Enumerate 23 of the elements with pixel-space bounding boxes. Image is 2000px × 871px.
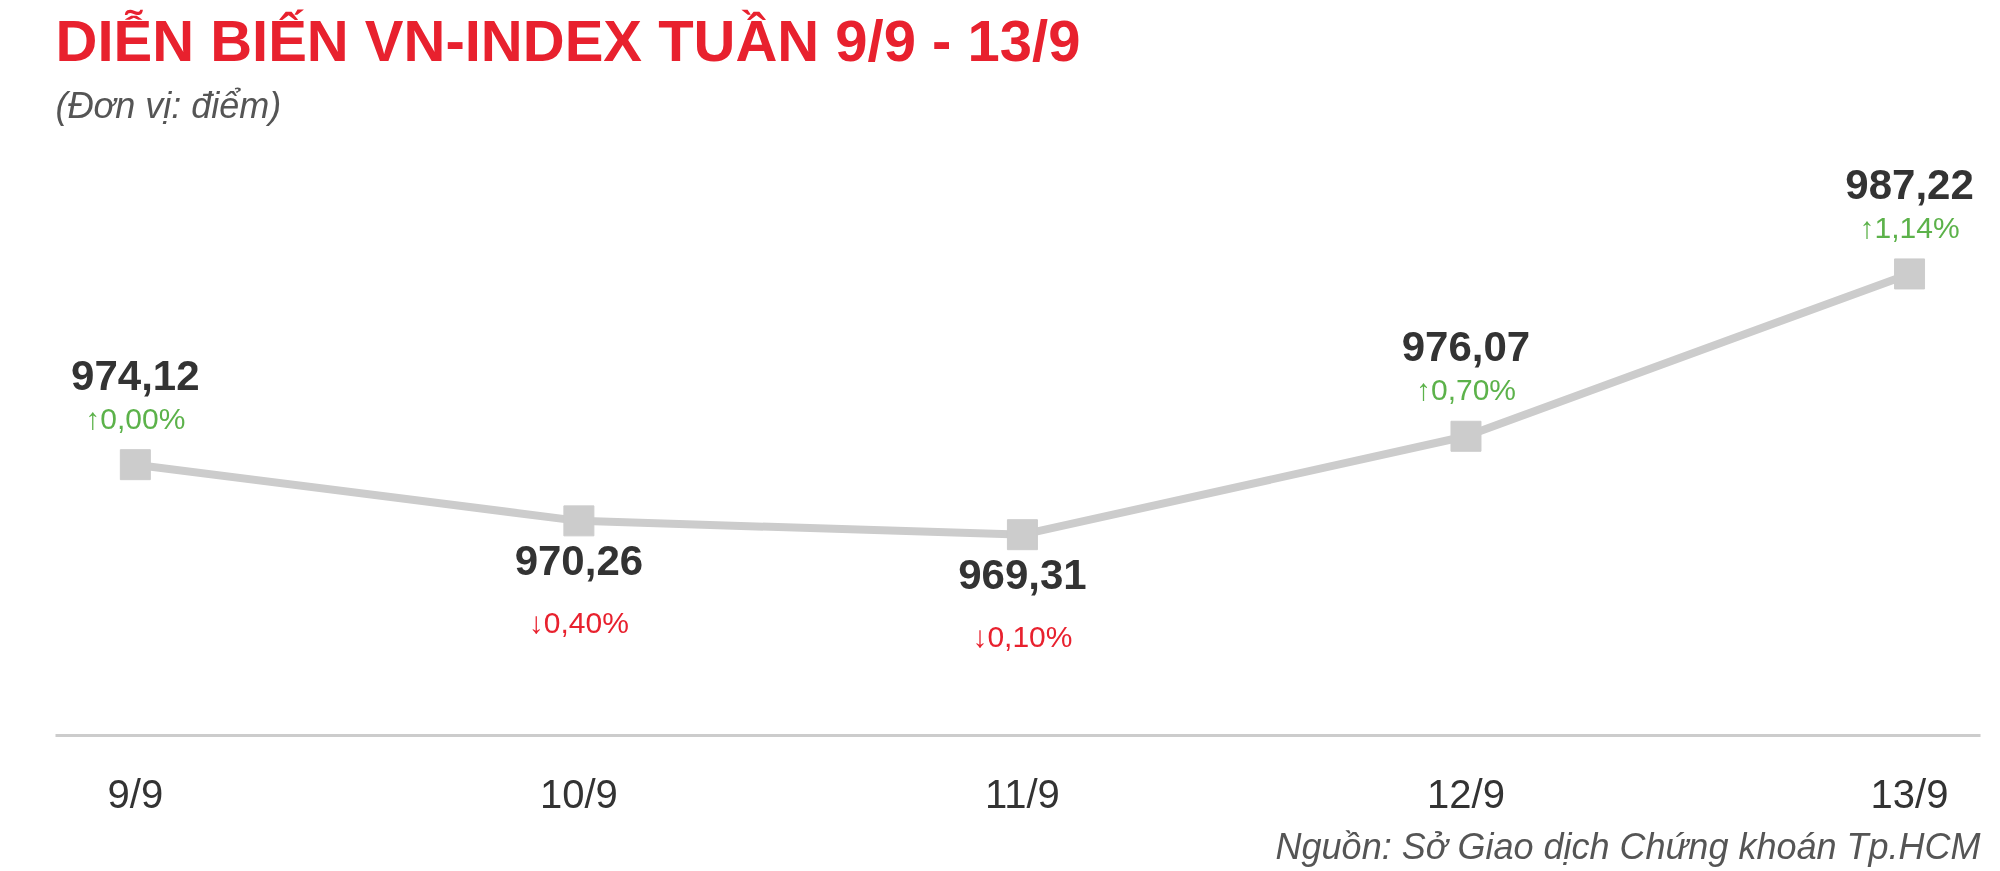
data-label: 987,22 [1845,160,1974,208]
annotation: ↓0,40% [528,605,629,639]
data-label: 976,07 [1401,323,1531,371]
annotation: ↓0,10% [972,619,1073,653]
point [1006,519,1038,551]
data-label: 969,31 [958,550,1087,598]
text: Nguồn: Sở Giao dịch Chứng khoán Tp.HCM [1275,825,1981,867]
x-tick-label: 9/9 [107,771,164,816]
annotation: ↑0,70% [1415,373,1517,407]
x-tick-label: 10/9 [539,771,618,816]
data-label: 970,26 [514,536,644,584]
point [119,449,151,481]
point [1450,420,1482,452]
annotation: ↑0,00% [85,401,186,435]
x-tick-label: 12/9 [1427,771,1505,816]
point [563,505,595,537]
chart-subtitle: (Đơn vị: điểm) [55,84,282,126]
data-label: 974,12 [71,351,200,399]
point [1894,258,1926,290]
x-tick-label: 13/9 [1870,771,1949,816]
annotation: ↑1,14% [1859,210,1960,244]
x-tick-label: 11/9 [984,771,1060,816]
chart-title: DIỄN BIẾN VN-INDEX TUẦN 9/9 - 13/9 [55,7,1081,73]
